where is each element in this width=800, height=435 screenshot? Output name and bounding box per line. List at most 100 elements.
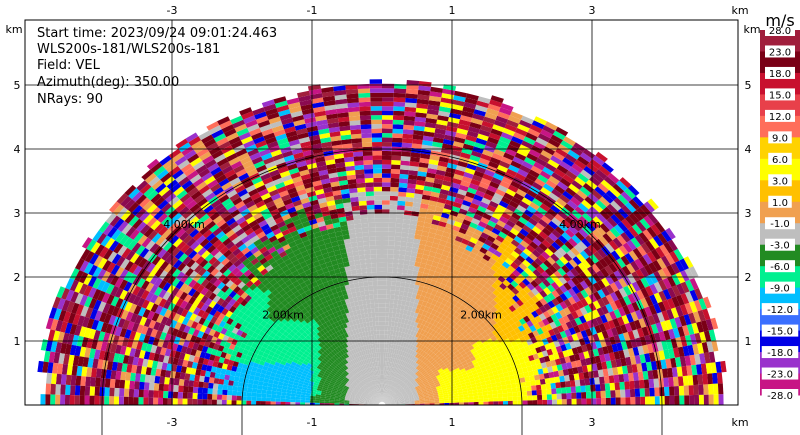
velocity-cell	[407, 382, 412, 387]
velocity-cell	[546, 256, 556, 265]
velocity-cell	[468, 300, 476, 307]
velocity-cell	[548, 175, 560, 185]
velocity-cell	[302, 149, 314, 157]
velocity-cell	[522, 400, 528, 405]
velocity-cell	[533, 116, 547, 126]
velocity-cell	[401, 232, 409, 238]
velocity-cell	[436, 374, 442, 379]
velocity-cell	[461, 370, 467, 376]
velocity-cell	[385, 298, 391, 304]
velocity-cell	[318, 293, 325, 300]
velocity-cell	[461, 110, 474, 118]
velocity-cell	[373, 380, 376, 385]
velocity-cell	[487, 103, 501, 112]
velocity-cell	[435, 169, 446, 176]
velocity-cell	[332, 317, 338, 324]
velocity-cell	[634, 380, 640, 389]
velocity-cell	[552, 151, 565, 161]
velocity-cell	[505, 380, 511, 385]
velocity-cell	[469, 122, 482, 130]
velocity-cell	[425, 375, 431, 380]
velocity-cell	[436, 119, 448, 126]
velocity-cell	[418, 367, 424, 372]
velocity-cell	[543, 259, 553, 268]
velocity-cell	[430, 246, 438, 253]
velocity-cell	[614, 211, 625, 222]
velocity-cell	[640, 277, 650, 288]
velocity-cell	[562, 315, 571, 324]
velocity-cell	[660, 255, 671, 267]
velocity-cell	[391, 155, 401, 161]
velocity-cell	[389, 299, 395, 304]
velocity-cell	[599, 383, 606, 391]
velocity-cell	[391, 371, 394, 377]
velocity-cell	[517, 273, 526, 282]
velocity-cell	[423, 396, 429, 399]
velocity-cell	[532, 395, 538, 401]
velocity-cell	[497, 313, 505, 321]
velocity-cell	[277, 205, 287, 213]
velocity-cell	[384, 399, 389, 403]
velocity-cell	[320, 178, 331, 185]
velocity-cell	[689, 266, 699, 278]
velocity-cell	[292, 249, 301, 256]
velocity-cell	[436, 263, 444, 270]
velocity-cell	[546, 336, 554, 344]
velocity-cell	[402, 361, 407, 367]
velocity-cell	[400, 237, 408, 243]
velocity-cell	[396, 326, 400, 332]
velocity-cell	[360, 214, 368, 220]
velocity-cell	[592, 202, 604, 213]
velocity-cell	[423, 336, 428, 342]
velocity-cell	[563, 136, 576, 147]
velocity-cell	[288, 191, 299, 199]
velocity-cell	[652, 369, 659, 379]
velocity-cell	[612, 237, 623, 248]
velocity-cell	[386, 375, 389, 380]
velocity-cell	[443, 175, 454, 183]
velocity-cell	[333, 226, 342, 233]
velocity-cell	[385, 375, 388, 380]
velocity-cell	[452, 374, 458, 379]
velocity-cell	[327, 204, 337, 211]
velocity-cell	[466, 255, 475, 263]
velocity-cell	[493, 309, 501, 317]
velocity-cell	[408, 396, 414, 399]
velocity-cell	[426, 209, 435, 215]
velocity-cell	[554, 278, 564, 288]
velocity-cell	[400, 323, 405, 328]
velocity-cell	[419, 384, 425, 388]
velocity-cell	[530, 380, 536, 386]
velocity-cell	[476, 100, 490, 108]
velocity-cell	[412, 368, 418, 373]
velocity-cell	[534, 315, 542, 323]
velocity-cell	[506, 388, 513, 393]
velocity-cell	[501, 344, 509, 351]
velocity-cell	[418, 309, 424, 315]
velocity-cell	[368, 344, 372, 350]
velocity-cell	[579, 186, 591, 197]
velocity-cell	[348, 183, 357, 189]
velocity-cell	[348, 340, 353, 346]
velocity-cell	[399, 245, 407, 251]
velocity-cell	[241, 111, 254, 120]
velocity-cell	[467, 226, 476, 233]
velocity-cell	[382, 383, 383, 389]
velocity-cell	[640, 287, 650, 298]
velocity-cell	[532, 329, 540, 337]
velocity-cell	[561, 323, 569, 331]
velocity-cell	[393, 349, 398, 355]
velocity-cell	[420, 291, 427, 297]
velocity-cell	[462, 345, 469, 351]
velocity-cell	[631, 223, 643, 235]
velocity-cell	[396, 392, 401, 396]
velocity-cell	[560, 244, 571, 253]
velocity-cell	[404, 398, 410, 401]
velocity-cell	[519, 251, 529, 260]
velocity-cell	[497, 184, 508, 193]
velocity-cell	[635, 337, 643, 347]
velocity-cell	[236, 127, 249, 137]
velocity-cell	[477, 205, 487, 213]
velocity-cell	[691, 364, 698, 376]
velocity-cell	[444, 333, 450, 340]
